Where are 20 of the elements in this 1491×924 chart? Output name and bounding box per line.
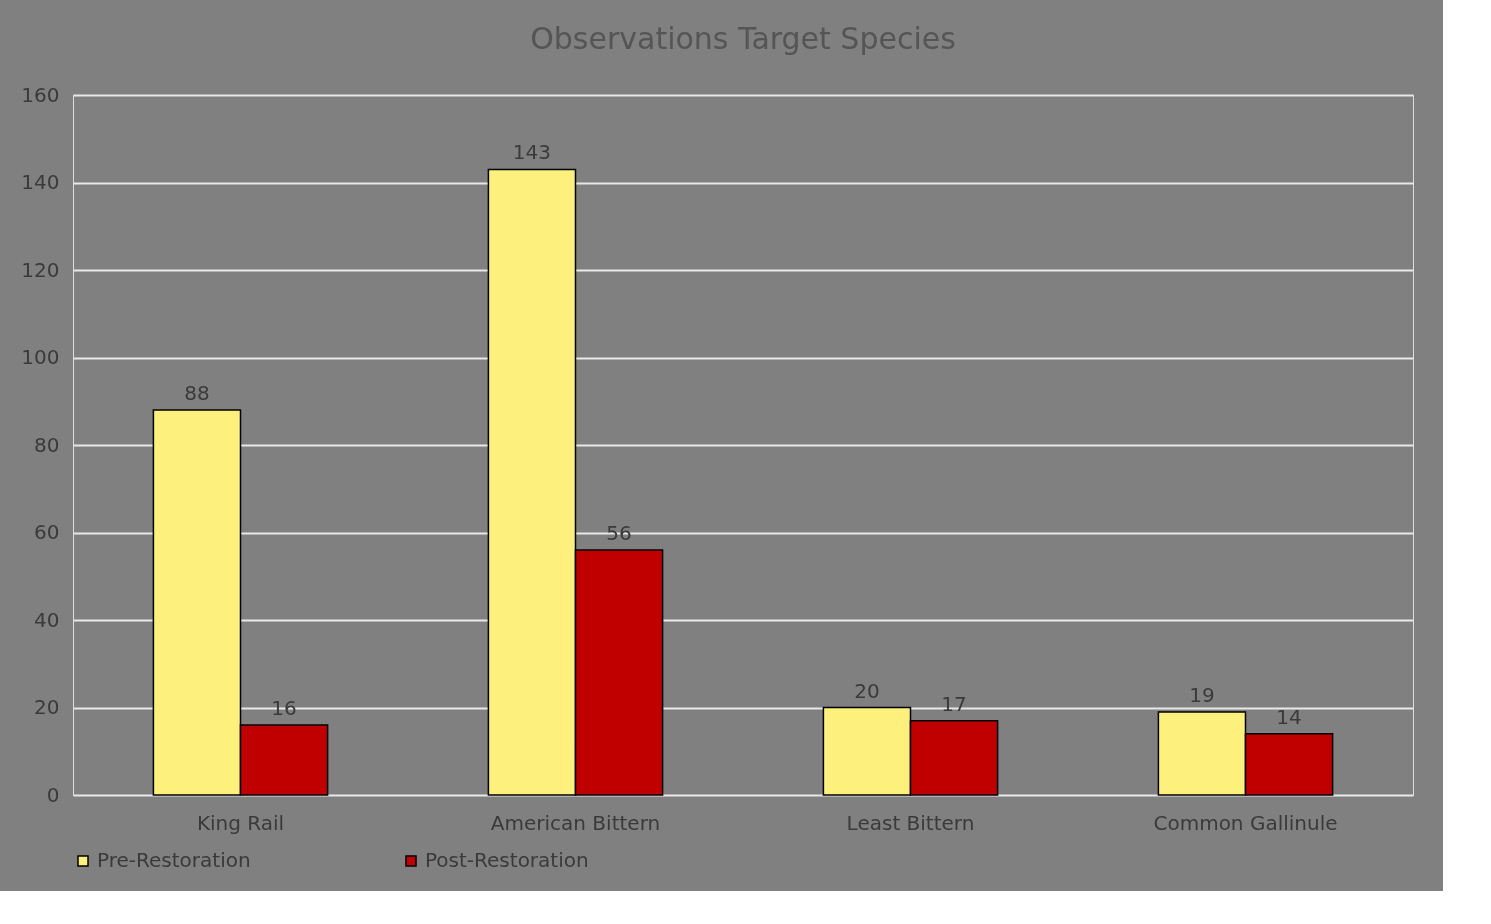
data-label: 14: [1276, 704, 1302, 729]
x-tick-label: American Bittern: [490, 810, 661, 835]
y-tick-label: 20: [34, 695, 60, 719]
y-tick-label: 80: [34, 432, 60, 457]
data-label: 88: [184, 381, 210, 405]
data-label: 19: [1189, 682, 1215, 707]
data-label: 20: [854, 678, 880, 703]
legend-label: Post-Restoration: [425, 848, 589, 872]
y-tick-label: 100: [21, 345, 60, 369]
y-tick-label: 140: [21, 170, 60, 194]
x-tick-label: Common Gallinule: [1153, 810, 1338, 835]
y-tick-label: 120: [21, 257, 60, 282]
y-tick-label: 60: [34, 520, 60, 544]
data-label: 143: [512, 140, 552, 165]
x-tick-label: King Rail: [196, 810, 285, 835]
x-tick-label: Least Bittern: [846, 810, 975, 835]
legend-label: Pre-Restoration: [97, 848, 251, 872]
y-tick-label: 160: [21, 82, 60, 107]
y-tick-label: 0: [46, 782, 60, 807]
y-tick-label: 40: [34, 607, 60, 632]
